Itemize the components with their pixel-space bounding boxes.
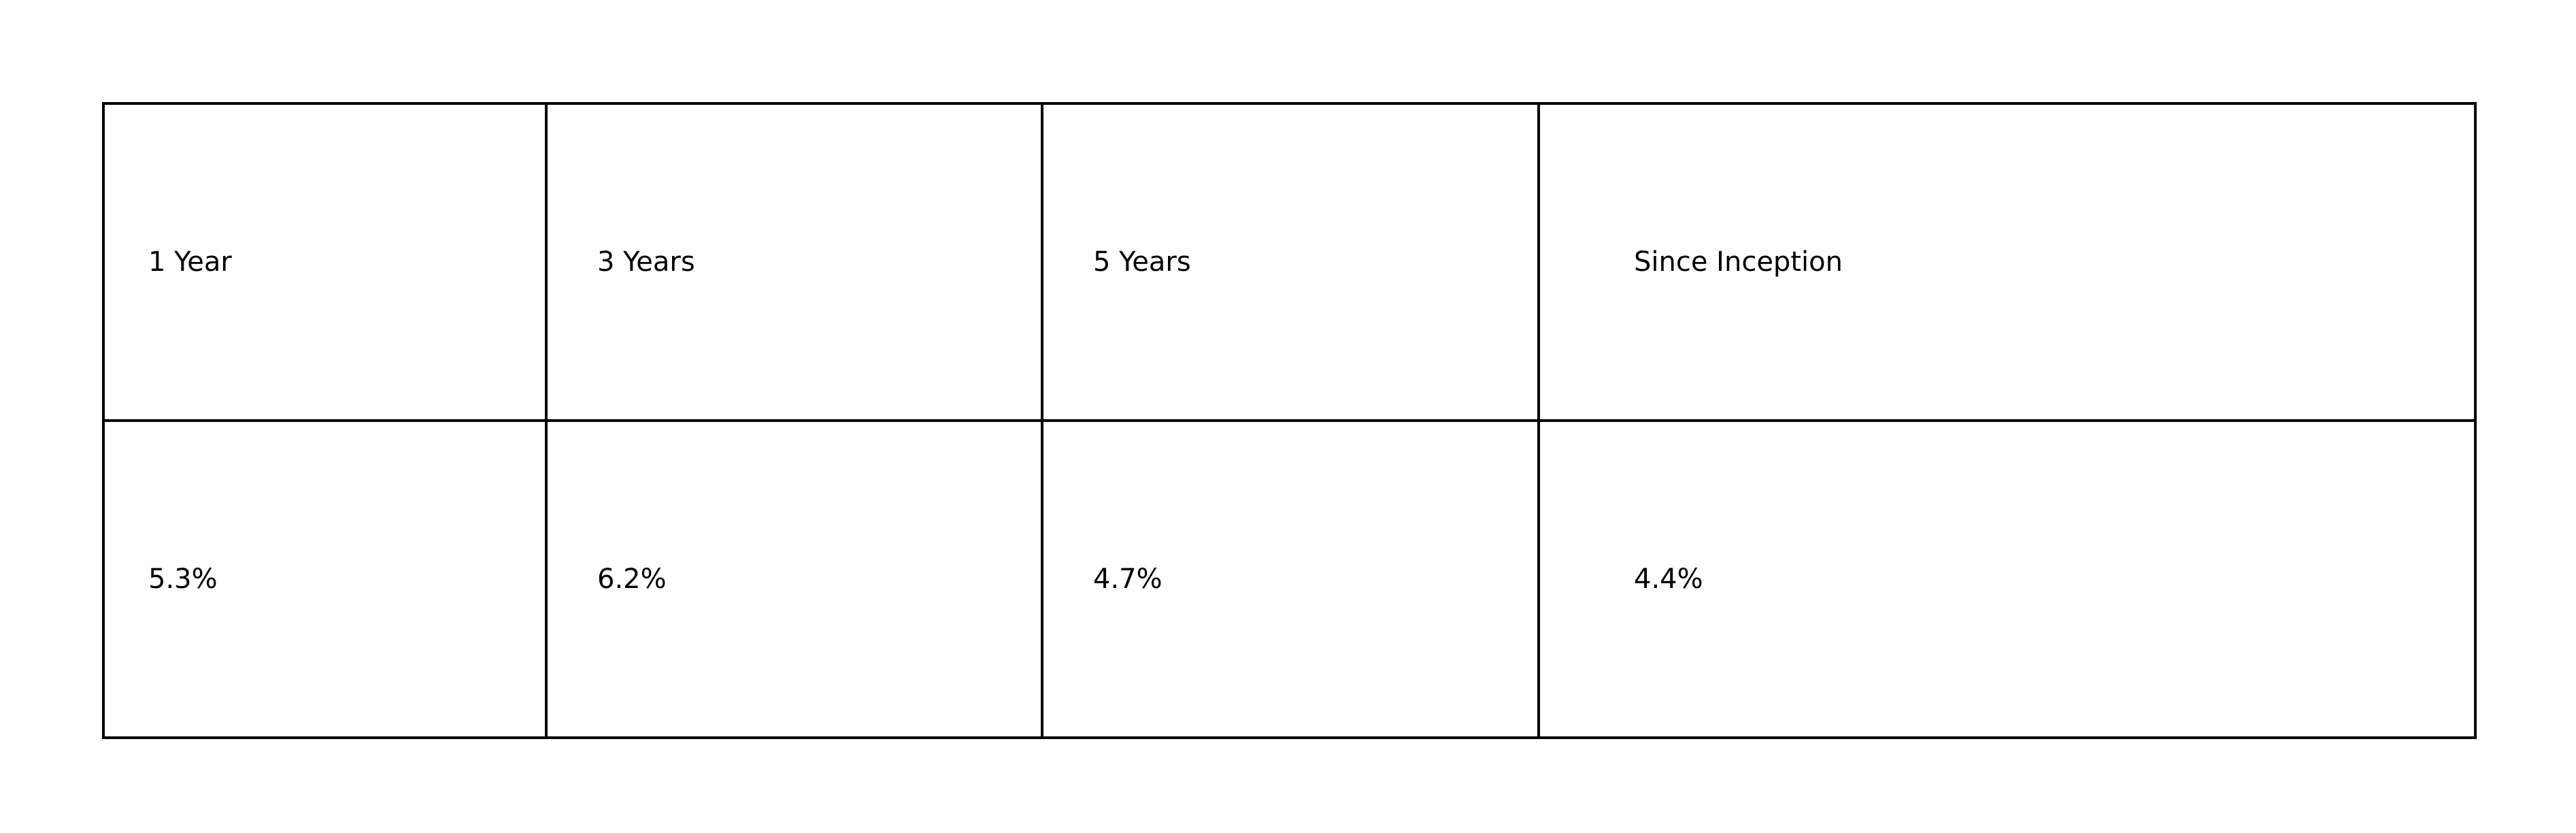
table-cell: 4.4% — [1537, 419, 2477, 739]
table-header-row: 1 Year 3 Years 5 Years Since Inception — [102, 102, 2477, 422]
column-header: 5 Years — [1041, 102, 1540, 422]
column-header: Since Inception — [1537, 102, 2477, 422]
returns-table: 1 Year 3 Years 5 Years Since Inception 5… — [102, 102, 2477, 739]
table-cell: 4.7% — [1041, 419, 1540, 739]
column-header: 3 Years — [545, 102, 1043, 422]
column-header: 1 Year — [102, 102, 548, 422]
table-cell: 5.3% — [102, 419, 548, 739]
table-cell: 6.2% — [545, 419, 1043, 739]
table-row: 5.3% 6.2% 4.7% 4.4% — [102, 419, 2477, 739]
